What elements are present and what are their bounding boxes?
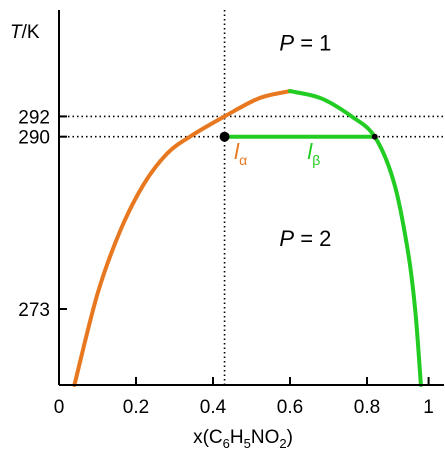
x-tick-label: 0.8: [354, 397, 380, 418]
x-axis-title-part: x(C: [193, 427, 223, 448]
phase-count-symbol: P: [279, 31, 294, 56]
x-axis-title-part: NO: [251, 427, 280, 448]
annotations: P = 1P = 2lα lβ: [234, 31, 331, 252]
x-ticks: 0 0.2 0.4 0.6 0.8 1: [54, 377, 434, 418]
x-axis-title: x(C6H5NO2): [193, 427, 293, 451]
y-axis-title-var: T: [10, 22, 23, 43]
liquid-phase-label: lβ: [307, 139, 320, 168]
phase-count-symbol: P: [279, 226, 294, 251]
y-axis-title: T/K: [10, 22, 40, 43]
x-axis-title-sub: 6: [223, 436, 230, 451]
liquid-phase-subscript: α: [239, 152, 247, 168]
y-tick-label: 273: [18, 300, 50, 321]
coexistence-curve: [288, 89, 423, 387]
liquid-phase-subscript: β: [312, 152, 320, 168]
x-tick-label: 0: [54, 397, 65, 418]
x-tick-label: 0.4: [200, 397, 227, 418]
tie-line-end-point: [371, 133, 378, 140]
x-axis-title-part: H: [230, 427, 244, 448]
x-tick-label: 0.6: [277, 397, 303, 418]
x-tick-label: 1: [423, 397, 434, 418]
x-axis-title-sub: 5: [244, 436, 251, 451]
state-point: [219, 131, 230, 142]
liquid-phase-symbol: l: [307, 139, 313, 164]
liquid-phase-label: lα: [234, 139, 247, 168]
coexistence-curve: [72, 89, 292, 387]
y-tick-label: 292: [18, 107, 50, 128]
phase-count-value: = 1: [294, 31, 331, 56]
y-axis-title-unit: /K: [22, 22, 40, 43]
liquid-phase-symbol: l: [234, 139, 240, 164]
y-tick-label: 290: [18, 128, 50, 149]
x-tick-label: 0.2: [123, 397, 149, 418]
phase-count-value: = 2: [294, 226, 331, 251]
phase-count-label: P = 2: [279, 226, 331, 251]
x-axis-title-sub: 2: [279, 436, 286, 451]
reference-lines: [59, 10, 444, 385]
series-layer: [72, 89, 423, 387]
x-axis-title-part: ): [287, 427, 293, 448]
phase-count-label: P = 1: [279, 31, 331, 56]
